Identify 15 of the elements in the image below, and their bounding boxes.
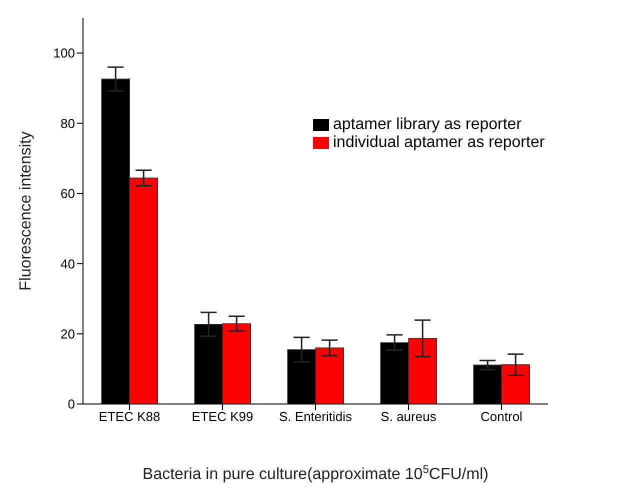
legend-label: aptamer library as reporter [333, 116, 522, 133]
y-axis-title: Fluorescence intensity [18, 131, 35, 291]
legend-label: individual aptamer as reporter [333, 134, 545, 151]
y-tick-label: 20 [60, 326, 75, 342]
y-tick-label: 40 [60, 256, 75, 272]
y-tick-label: 100 [53, 46, 75, 61]
y-tick-label: 80 [60, 116, 75, 131]
x-tick-label: S. aureus [380, 409, 437, 424]
x-tick-label: Control [480, 409, 523, 424]
x-tick-label: ETEC K99 [192, 409, 254, 424]
x-tick-label: S. Enteritidis [279, 409, 352, 424]
y-tick-label: 0 [68, 396, 75, 412]
y-tick-label: 60 [60, 186, 75, 202]
x-axis-title: Bacteria in pure culture(approximate 10$^{5}$CFU/ml) [142, 464, 488, 483]
x-tick-label: ETEC K88 [98, 409, 160, 424]
